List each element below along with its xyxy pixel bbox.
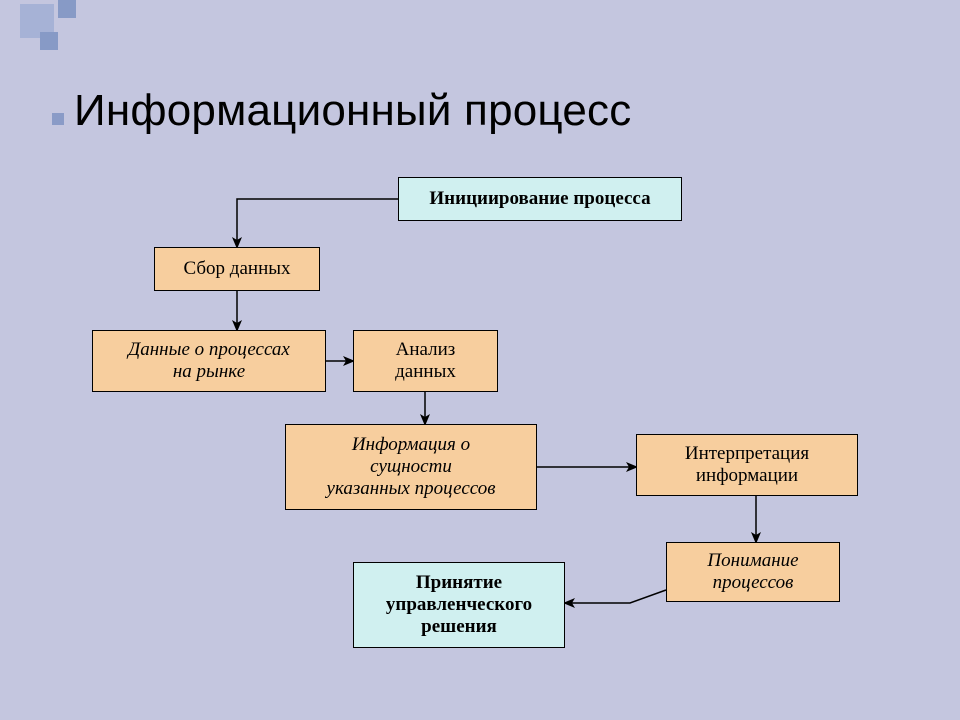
node-understand: Пониманиепроцессов (666, 542, 840, 602)
deco-square-small-1 (58, 0, 76, 18)
title-bullet (52, 113, 64, 125)
node-init: Инициирование процесса (398, 177, 682, 221)
edge-understand-to-decision (565, 590, 666, 603)
node-analysis: Анализданных (353, 330, 498, 392)
node-collect: Сбор данных (154, 247, 320, 291)
edge-init-to-collect (237, 199, 398, 247)
slide-title: Информационный процесс (74, 86, 631, 136)
node-marketdata: Данные о процессахна рынке (92, 330, 326, 392)
node-essence: Информация осущностиуказанных процессов (285, 424, 537, 510)
node-decision: Принятиеуправленческогорешения (353, 562, 565, 648)
slide-root: { "slide": { "title": "Информационный пр… (0, 0, 960, 720)
node-interpret: Интерпретацияинформации (636, 434, 858, 496)
deco-square-small-2 (40, 32, 58, 50)
